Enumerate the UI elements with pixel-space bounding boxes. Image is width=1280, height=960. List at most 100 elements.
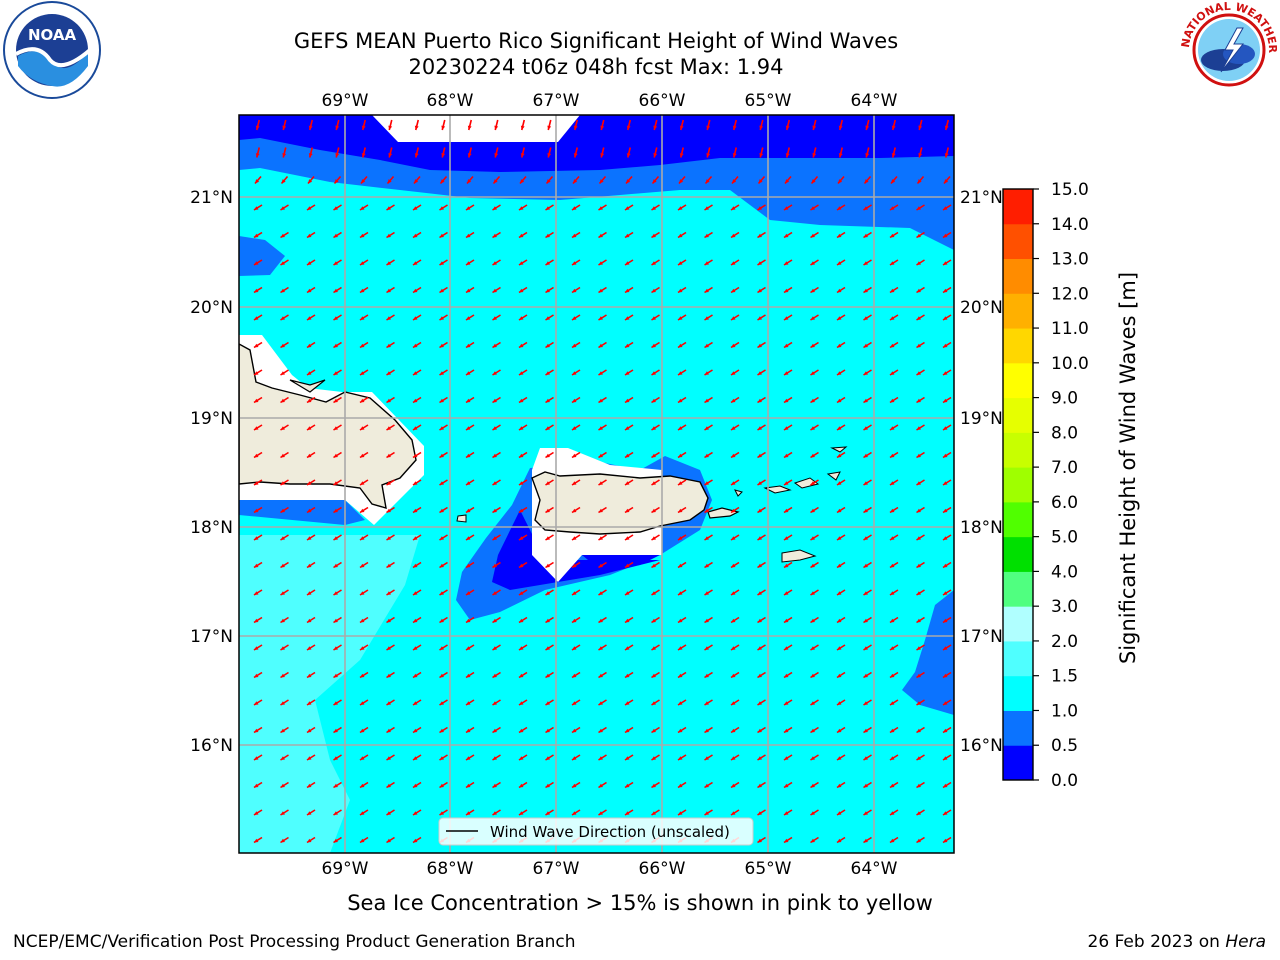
colorbar-tick-label: 5.0 — [1051, 528, 1078, 548]
colorbar-tick-label: 11.0 — [1051, 319, 1089, 339]
wave-direction-arrow — [492, 671, 501, 679]
wave-direction-arrow — [942, 809, 952, 816]
wave-direction-arrow — [704, 259, 713, 266]
wave-direction-arrow — [730, 671, 740, 679]
land-st-thomas — [763, 485, 792, 494]
wave-direction-arrow — [916, 726, 925, 734]
wave-direction-arrow — [386, 781, 395, 789]
wave-direction-arrow — [439, 341, 448, 349]
wave-direction-arrow — [624, 204, 634, 211]
wave-direction-arrow — [386, 259, 395, 266]
wave-direction-arrow — [412, 369, 422, 376]
wave-direction-arrow — [439, 175, 448, 185]
wave-direction-arrow — [651, 424, 660, 431]
wave-direction-arrow — [810, 451, 819, 459]
wave-direction-arrow — [598, 341, 607, 349]
wave-direction-arrow — [651, 259, 660, 266]
wave-direction-arrow — [359, 369, 369, 376]
wave-direction-arrow — [624, 754, 634, 761]
wave-direction-arrow — [916, 534, 925, 541]
wave-direction-arrow — [412, 259, 422, 266]
wave-direction-arrow — [492, 809, 501, 816]
footer-date-text: 26 Feb 2023 on — [1087, 932, 1226, 952]
wave-direction-arrow — [253, 506, 263, 514]
wave-direction-arrow — [492, 369, 501, 376]
wave-direction-arrow — [388, 147, 393, 158]
wave-direction-arrow — [704, 671, 713, 679]
wave-direction-arrow — [942, 726, 952, 734]
wave-direction-arrow — [520, 119, 526, 131]
colorbar-segment — [1003, 501, 1033, 538]
wave-direction-arrow — [492, 726, 501, 734]
wave-direction-arrow — [386, 644, 395, 651]
wave-direction-arrow — [518, 589, 528, 596]
lon-label-top: 68°W — [427, 91, 474, 111]
wave-direction-arrow — [386, 561, 395, 569]
wave-direction-arrow — [253, 671, 263, 679]
wave-direction-arrow — [889, 644, 899, 651]
wave-direction-arrow — [730, 259, 740, 266]
wave-direction-arrow — [863, 699, 872, 706]
wave-direction-arrow — [677, 726, 687, 734]
wave-direction-arrow — [280, 644, 289, 651]
map-frame — [238, 114, 955, 854]
wave-direction-arrow — [704, 314, 713, 321]
wave-direction-arrow — [254, 175, 262, 185]
wave-direction-arrow — [518, 754, 528, 761]
wave-direction-arrow — [571, 451, 581, 459]
wave-direction-arrow — [465, 589, 475, 596]
wave-direction-arrow — [810, 204, 819, 211]
wave-direction-arrow — [942, 781, 952, 789]
wave-direction-arrow — [704, 589, 713, 596]
wave-direction-arrow — [730, 231, 740, 239]
wave-direction-arrow — [677, 644, 687, 651]
wave-direction-arrow — [624, 809, 634, 816]
wave-direction-arrow — [518, 204, 528, 211]
wave-direction-arrow — [836, 396, 846, 404]
wave-direction-arrow — [889, 699, 899, 706]
wave-direction-arrow — [306, 369, 316, 376]
wave-direction-arrow — [545, 809, 554, 816]
wave-direction-arrow — [889, 726, 899, 734]
wave-direction-arrow — [889, 369, 899, 376]
wave-direction-arrow — [492, 341, 501, 349]
wave-direction-arrow — [783, 424, 793, 431]
wave-direction-arrow — [624, 369, 634, 376]
wave-direction-arrow — [359, 451, 369, 459]
wave-direction-arrow — [520, 147, 526, 158]
land-culebra — [734, 489, 743, 497]
wave-direction-arrow — [942, 754, 952, 761]
lat-label-left: 19°N — [190, 409, 233, 429]
wave-direction-arrow — [889, 231, 899, 239]
wave-direction-arrow — [333, 175, 342, 185]
wave-direction-arrow — [465, 479, 475, 486]
wave-direction-arrow — [386, 836, 395, 844]
wave-direction-arrow — [730, 699, 740, 706]
wave-direction-arrow — [624, 286, 634, 294]
wave-direction-arrow — [889, 479, 899, 486]
wave-direction-arrow — [918, 119, 923, 131]
wave-direction-arrow — [333, 231, 342, 239]
lat-label-left: 20°N — [190, 298, 233, 318]
wave-direction-arrow — [359, 671, 369, 679]
wave-direction-arrow — [386, 396, 395, 404]
wave-direction-arrow — [412, 534, 422, 541]
wave-direction-arrow — [571, 616, 581, 624]
wave-direction-arrow — [359, 204, 369, 211]
wave-direction-arrow — [359, 836, 369, 844]
wave-direction-arrow — [783, 836, 793, 844]
wave-direction-arrow — [600, 147, 605, 158]
wave-direction-arrow — [651, 369, 660, 376]
wave-direction-arrow — [889, 534, 899, 541]
colorbar-tick-label: 2.0 — [1051, 632, 1078, 652]
wave-direction-arrow — [280, 231, 289, 239]
wave-direction-arrow — [280, 341, 289, 349]
wave-direction-arrow — [810, 644, 819, 651]
colorbar-segment — [1003, 571, 1033, 607]
wave-direction-arrow — [783, 671, 793, 679]
wave-direction-arrow — [598, 644, 607, 651]
wave-direction-arrow — [757, 451, 766, 459]
wave-direction-arrow — [492, 534, 501, 541]
wave-direction-arrow — [545, 589, 554, 596]
wave-direction-arrow — [730, 204, 740, 211]
